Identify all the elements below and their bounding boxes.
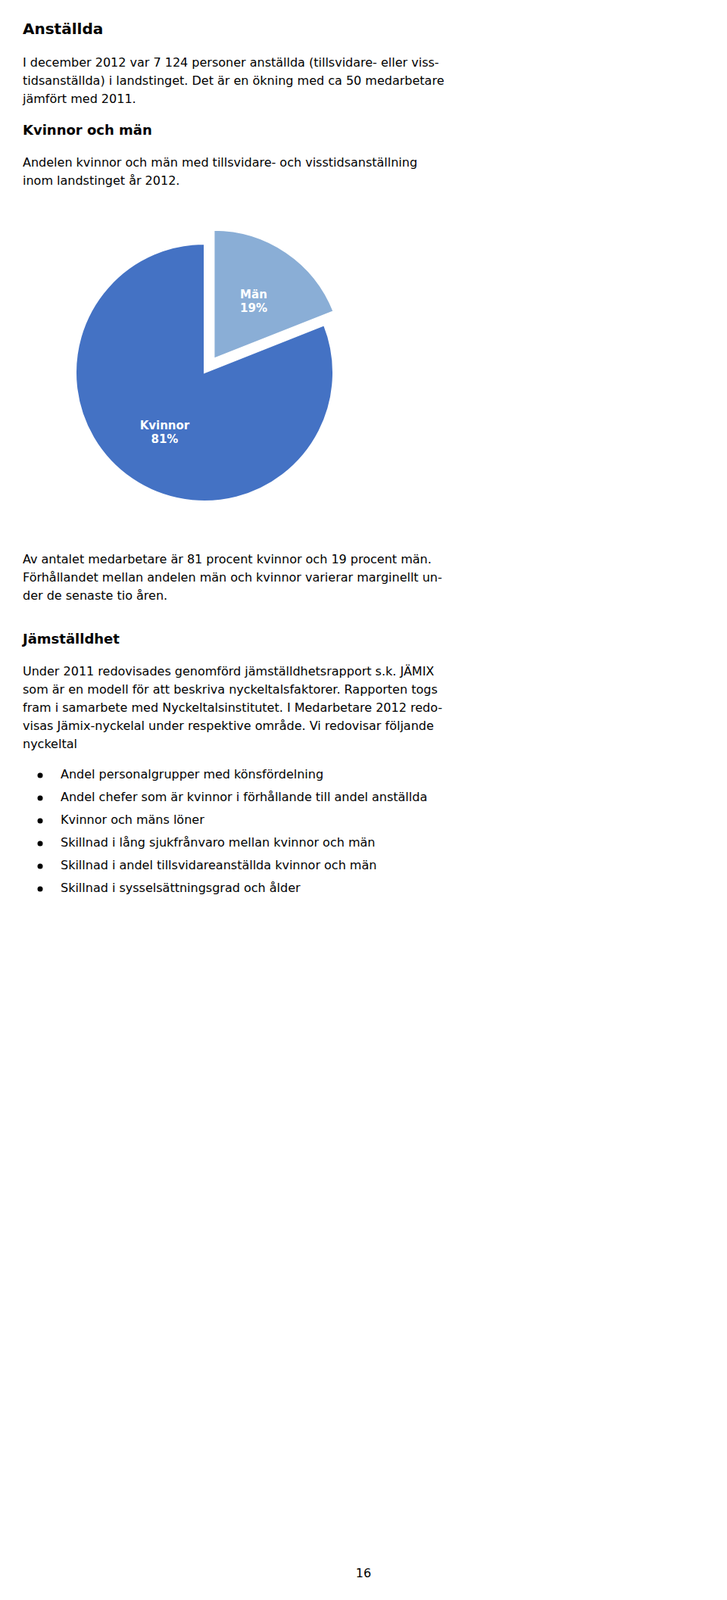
paragraph-line: Under 2011 redovisades genomförd jämstäl… — [22, 664, 434, 679]
slice-value-label: 81% — [150, 432, 178, 447]
paragraph-line: Förhållandet mellan andelen män och kvin… — [22, 570, 443, 585]
slice-group: Kvinnor81% — [75, 243, 334, 502]
pie: Män19%Kvinnor81% — [75, 230, 334, 502]
bullet-item: Andel personalgrupper med könsfördelning — [60, 767, 324, 782]
paragraph-line: Andelen kvinnor och män med tillsvidare-… — [22, 155, 418, 170]
bullet — [37, 886, 44, 893]
bullet-item: Skillnad i lång sjukfrånvaro mellan kvin… — [60, 835, 375, 850]
paragraph-line: fram i samarbete med Nyckeltalsinstitute… — [22, 700, 443, 715]
bullet — [37, 841, 44, 847]
page-title: Anställda — [22, 19, 103, 38]
paragraph-line: nyckeltal — [22, 736, 78, 752]
slice-category-label: Kvinnor — [140, 418, 191, 433]
slice-value-label: 19% — [240, 301, 268, 316]
section-title: Jämställdhet — [21, 630, 120, 647]
paragraph-line: der de senaste tio åren. — [22, 588, 168, 603]
bullet — [37, 773, 44, 779]
slice-category-label: Män — [240, 287, 268, 302]
paragraph-line: tidsanställda) i landstinget. Det är en … — [22, 73, 444, 88]
bullet-item: Kvinnor och mäns löner — [60, 812, 205, 827]
paragraph-line: visas Jämix-nyckelal under respektive om… — [22, 718, 434, 734]
bullet — [37, 864, 44, 870]
bullet-item: Skillnad i andel tillsvidareanställda kv… — [60, 858, 377, 873]
paragraph-line: inom landstinget år 2012. — [22, 173, 180, 188]
bullet-item: Andel chefer som är kvinnor i förhålland… — [60, 789, 428, 805]
bullet-item: Skillnad i sysselsättningsgrad och ålder — [60, 880, 301, 896]
bullet — [37, 795, 44, 802]
paragraph-line: jämfört med 2011. — [21, 91, 137, 107]
paragraph-line: Av antalet medarbetare är 81 procent kvi… — [22, 552, 432, 567]
page: Anställda I december 2012 var 7 124 perso… — [0, 0, 727, 1600]
paragraph-line: som är en modell för att beskriva nyckel… — [22, 682, 438, 697]
paragraph-line: I december 2012 var 7 124 personer anstä… — [22, 55, 440, 70]
bullet — [37, 818, 44, 824]
section-title: Kvinnor och män — [22, 121, 153, 138]
pie-slice — [75, 243, 334, 502]
page-number: 16 — [355, 1566, 372, 1581]
